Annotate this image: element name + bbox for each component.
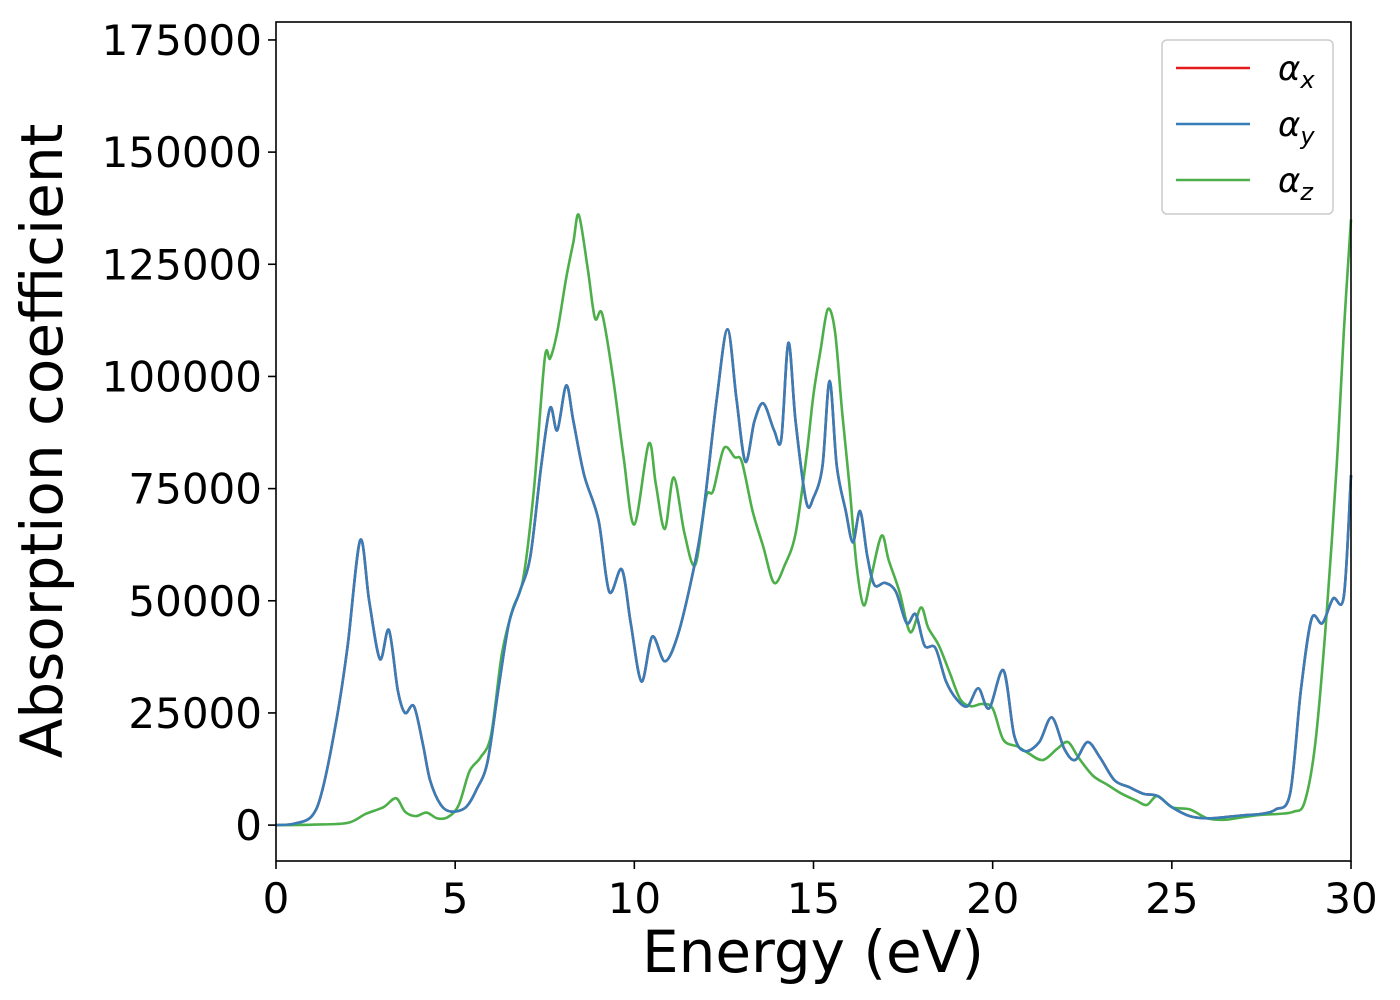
y-tick-label: 0 — [235, 801, 262, 850]
x-tick-label: 25 — [1145, 874, 1198, 923]
y-tick-label: 175000 — [102, 16, 262, 65]
legend-label-alpha-y: αy — [1278, 105, 1315, 150]
series-line-alpha-y — [275, 328, 1353, 827]
y-tick-label: 25000 — [128, 689, 262, 738]
x-tick-label: 10 — [608, 874, 661, 923]
x-tick-label: 0 — [263, 874, 290, 923]
y-tick-label: 75000 — [128, 465, 262, 514]
y-tick-label: 50000 — [128, 577, 262, 626]
x-axis-title: Energy (eV) — [642, 918, 984, 986]
series-layer — [275, 213, 1353, 827]
x-tick-label: 15 — [787, 874, 840, 923]
y-axis-title: Absorption coefficient — [8, 124, 76, 759]
y-tick-label: 100000 — [102, 352, 262, 401]
x-axis: 0 5 10 15 20 25 30 — [263, 861, 1378, 923]
y-axis: 0 25000 50000 75000 100000 125000 150000 175000 — [102, 16, 276, 850]
x-tick-label: 20 — [966, 874, 1019, 923]
y-tick-label: 125000 — [102, 240, 262, 289]
y-tick-label: 150000 — [102, 128, 262, 177]
x-tick-label: 30 — [1324, 874, 1377, 923]
legend-label-alpha-z: αz — [1278, 161, 1314, 206]
x-tick-label: 5 — [442, 874, 469, 923]
legend-label-alpha-x: αx — [1278, 49, 1315, 94]
legend: αx αy αz — [1161, 39, 1334, 215]
legend-box — [1161, 39, 1334, 215]
